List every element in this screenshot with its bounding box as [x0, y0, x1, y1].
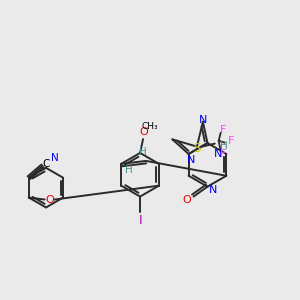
Text: N: N [51, 153, 58, 163]
Text: H: H [125, 165, 133, 175]
Text: N: N [209, 184, 218, 195]
Text: S: S [193, 142, 201, 155]
Text: N: N [214, 149, 223, 159]
Text: N: N [199, 115, 207, 125]
Text: F: F [220, 148, 226, 158]
Text: O: O [45, 194, 54, 205]
Text: O: O [140, 127, 148, 137]
Text: O: O [182, 194, 191, 205]
Text: F: F [220, 125, 226, 135]
Text: N: N [188, 155, 196, 165]
Text: C: C [42, 159, 49, 169]
Text: H: H [220, 141, 228, 151]
Text: CH₃: CH₃ [142, 122, 158, 131]
Text: F: F [227, 136, 234, 146]
Text: H: H [139, 147, 147, 157]
Text: I: I [138, 214, 142, 227]
